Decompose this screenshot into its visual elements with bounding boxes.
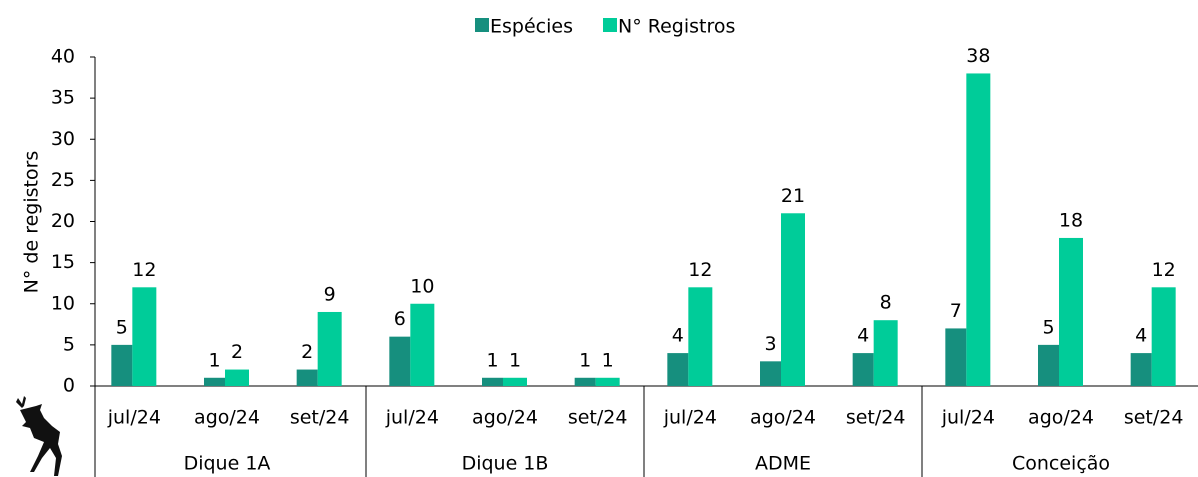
data-label: 12 — [132, 259, 156, 281]
bar — [781, 213, 805, 386]
bar — [667, 353, 689, 386]
group-label: Dique 1B — [462, 453, 549, 475]
legend-label: Espécies — [490, 16, 573, 38]
data-label: 7 — [950, 300, 962, 322]
y-tick-label: 20 — [51, 210, 75, 232]
x-tick-label: set/24 — [290, 407, 350, 429]
data-label: 2 — [231, 341, 243, 363]
bar — [1038, 344, 1059, 386]
y-tick-label: 35 — [51, 87, 75, 109]
x-tick-label: ago/24 — [472, 407, 538, 429]
x-tick-label: set/24 — [1124, 407, 1184, 429]
bar — [595, 377, 620, 386]
bar — [389, 336, 411, 386]
y-tick-label: 30 — [51, 128, 75, 150]
bar — [503, 377, 527, 386]
data-label: 4 — [672, 325, 684, 347]
bar — [760, 361, 781, 386]
x-tick-label: set/24 — [568, 407, 628, 429]
data-label: 21 — [781, 185, 805, 207]
y-axis-label: N° de registors — [21, 151, 43, 294]
bar — [132, 287, 157, 386]
y-tick-label: 15 — [51, 251, 75, 273]
data-label: 10 — [410, 275, 434, 297]
data-label: 5 — [116, 316, 128, 338]
x-tick-label: jul/24 — [107, 407, 161, 429]
bar — [688, 287, 713, 386]
bar — [482, 377, 503, 386]
x-tick-label: jul/24 — [385, 407, 439, 429]
legend-label: N° Registros — [618, 16, 735, 38]
bar — [317, 311, 342, 386]
bar — [225, 369, 249, 386]
y-tick-label: 25 — [51, 169, 75, 191]
y-tick-label: 10 — [51, 292, 75, 314]
bar — [410, 303, 435, 386]
data-label: 1 — [208, 349, 220, 371]
data-label: 1 — [509, 349, 521, 371]
data-label: 8 — [880, 292, 892, 314]
data-label: 18 — [1059, 209, 1083, 231]
group-label: ADME — [755, 453, 811, 475]
data-label: 6 — [394, 308, 406, 330]
data-label: 1 — [486, 349, 498, 371]
x-tick-label: ago/24 — [750, 407, 816, 429]
data-label: 1 — [602, 349, 614, 371]
y-tick-label: 0 — [63, 375, 75, 397]
data-label: 4 — [857, 325, 869, 347]
y-tick-label: 40 — [51, 46, 75, 68]
bar — [574, 377, 596, 386]
y-tick-label: 5 — [63, 333, 75, 355]
x-tick-label: set/24 — [846, 407, 906, 429]
x-tick-label: jul/24 — [663, 407, 717, 429]
bar — [1130, 353, 1152, 386]
bar — [296, 369, 318, 386]
bar — [852, 353, 874, 386]
data-label: 5 — [1042, 316, 1054, 338]
bar — [873, 320, 898, 386]
bar — [1059, 237, 1083, 386]
data-label: 4 — [1135, 325, 1147, 347]
x-tick-label: ago/24 — [1028, 407, 1094, 429]
legend-swatch — [475, 18, 489, 32]
bar — [966, 73, 991, 386]
data-label: 3 — [764, 333, 776, 355]
group-label: Conceição — [1012, 453, 1110, 475]
x-tick-label: jul/24 — [941, 407, 995, 429]
x-tick-label: ago/24 — [194, 407, 260, 429]
data-label: 1 — [579, 349, 591, 371]
bar — [111, 344, 133, 386]
bar — [945, 328, 967, 386]
deer-icon — [16, 396, 62, 476]
data-label: 9 — [324, 283, 336, 305]
data-label: 12 — [1152, 259, 1176, 281]
legend-swatch — [603, 18, 617, 32]
data-label: 38 — [966, 45, 990, 67]
group-label: Dique 1A — [184, 453, 271, 475]
bar — [204, 377, 225, 386]
data-label: 2 — [301, 341, 313, 363]
bar — [1151, 287, 1176, 386]
data-label: 12 — [688, 259, 712, 281]
